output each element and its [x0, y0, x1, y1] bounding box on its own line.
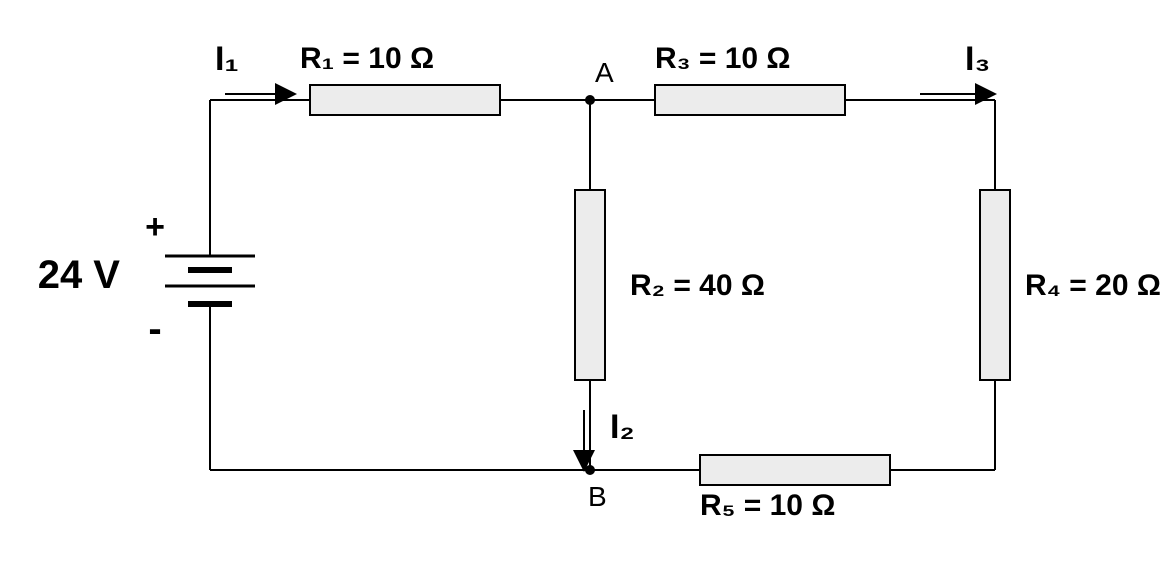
- battery-voltage: 24 V: [38, 253, 121, 297]
- battery-plus: +: [145, 208, 165, 246]
- node-a: [585, 95, 595, 105]
- resistor-r5-label: R₅ = 10 Ω: [700, 489, 835, 522]
- resistor-r4: R₄ = 20 Ω: [980, 190, 1160, 380]
- current-i3: [975, 83, 997, 105]
- battery-minus: -: [148, 307, 161, 351]
- node-b-label: B: [588, 481, 607, 512]
- resistor-r5: R₅ = 10 Ω: [700, 455, 890, 522]
- resistor-r3-label: R₃ = 10 Ω: [655, 42, 790, 75]
- resistor-r1-label: R₁ = 10 Ω: [300, 42, 434, 75]
- resistor-r1: R₁ = 10 Ω: [300, 42, 500, 115]
- resistor-r2: R₂ = 40 Ω: [575, 190, 765, 380]
- battery: [165, 256, 255, 304]
- current-i1: [275, 83, 297, 105]
- current-i3-label: I₃: [965, 40, 990, 78]
- resistor-r4-label: R₄ = 20 Ω: [1025, 269, 1160, 302]
- current-i2-label: I₂: [610, 408, 635, 446]
- resistor-r3: R₃ = 10 Ω: [655, 42, 845, 115]
- current-i1-label: I₁: [215, 40, 239, 78]
- resistor-r2-label: R₂ = 40 Ω: [630, 269, 765, 302]
- node-a-label: A: [595, 57, 614, 88]
